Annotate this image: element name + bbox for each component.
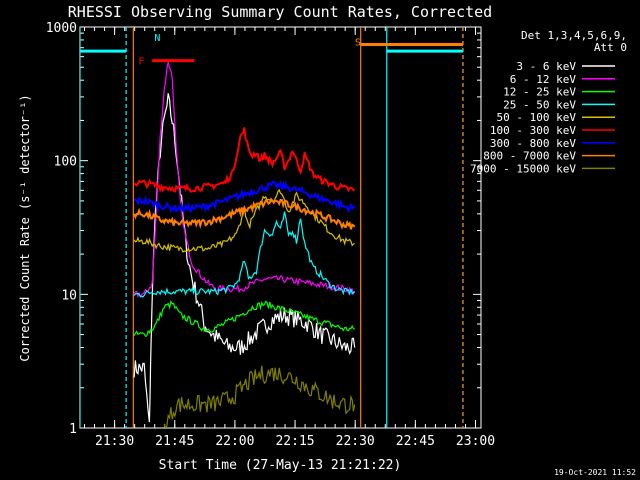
legend-entry-label: 25 - 50 keV bbox=[503, 98, 576, 111]
plot-area: 1 10 100 1000 21:30 21:45 22:00 22:15 22:30 22:45… bbox=[46, 21, 495, 449]
y-tick-label: 1 bbox=[69, 422, 77, 437]
x-tick-label: 23:00 bbox=[456, 434, 495, 449]
data-layer bbox=[80, 27, 464, 428]
legend-entry-label: 100 - 300 keV bbox=[490, 124, 576, 137]
series-line-6 bbox=[133, 127, 355, 194]
series-line-8 bbox=[133, 197, 356, 230]
x-tick-label: 21:45 bbox=[155, 434, 194, 449]
footer-timestamp: 19-Oct-2021 11:52 bbox=[554, 468, 636, 477]
series-line-9 bbox=[163, 365, 356, 428]
y-tick-label: 1000 bbox=[46, 21, 77, 36]
series-line-4 bbox=[133, 211, 356, 298]
legend-header-attenuator: Att 0 bbox=[594, 41, 627, 54]
state-marker-label: N bbox=[154, 33, 160, 44]
chart-title: RHESSI Observing Summary Count Rates, Co… bbox=[68, 3, 492, 21]
legend-entry-label: 3 - 6 keV bbox=[516, 60, 576, 73]
y-tick-label: 10 bbox=[61, 288, 77, 303]
y-axis-label: Corrected Count Rate (s⁻¹ detector⁻¹) bbox=[18, 94, 32, 361]
x-tick-label: 22:30 bbox=[336, 434, 375, 449]
legend-header-detectors: Det 1,3,4,5,6,9, bbox=[521, 29, 627, 42]
legend-entry-label: 50 - 100 keV bbox=[497, 111, 577, 124]
x-axis-label: Start Time (27-May-13 21:21:22) bbox=[159, 458, 402, 473]
legend-entry-label: 7000 - 15000 keV bbox=[470, 162, 576, 175]
x-tick-label: 22:15 bbox=[275, 434, 314, 449]
x-tick-label: 21:30 bbox=[95, 434, 134, 449]
legend-entry-label: 800 - 7000 keV bbox=[483, 150, 576, 163]
series-line-7 bbox=[133, 179, 356, 214]
series-line-2 bbox=[133, 61, 356, 299]
y-tick-label: 100 bbox=[54, 155, 77, 170]
x-tick-label: 22:00 bbox=[215, 434, 254, 449]
legend-entry-label: 12 - 25 keV bbox=[503, 86, 576, 99]
legend-entry-label: 300 - 800 keV bbox=[490, 137, 576, 150]
state-marker-label: F bbox=[138, 57, 144, 68]
series-line-3 bbox=[133, 299, 355, 338]
x-tick-label: 22:45 bbox=[396, 434, 435, 449]
state-marker-label: S bbox=[355, 37, 361, 48]
series-line-1 bbox=[133, 93, 356, 423]
legend-entry-label: 6 - 12 keV bbox=[510, 73, 577, 86]
